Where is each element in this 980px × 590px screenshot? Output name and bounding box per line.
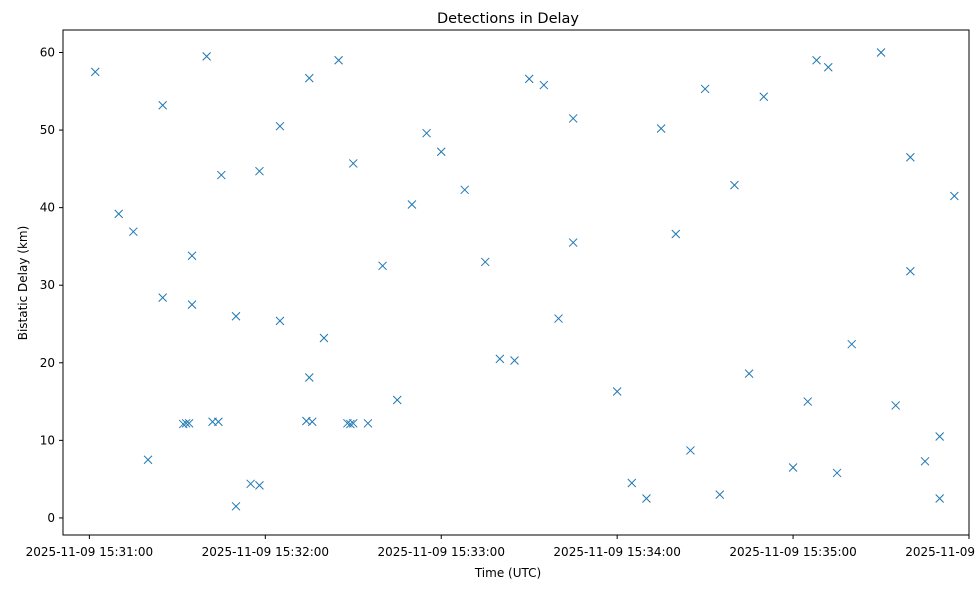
data-point xyxy=(129,227,138,237)
data-point xyxy=(949,191,959,201)
data-point xyxy=(686,446,695,455)
data-markers xyxy=(90,48,959,511)
data-point xyxy=(627,478,637,488)
data-point xyxy=(554,314,563,323)
data-point xyxy=(715,490,725,500)
y-axis-ticks: 0 10 20 30 40 50 60 xyxy=(40,45,63,525)
data-point xyxy=(304,73,314,83)
x-tick-label: 2025-11-09 15:36:00 xyxy=(905,545,980,559)
x-tick-label: 2025-11-09 15:31:00 xyxy=(26,545,153,559)
y-tick-label: 40 xyxy=(40,201,55,215)
data-point xyxy=(255,480,264,490)
x-tick-label: 2025-11-09 15:34:00 xyxy=(553,545,680,559)
data-point xyxy=(158,100,168,110)
data-point xyxy=(345,419,355,429)
data-point xyxy=(304,373,314,382)
data-point xyxy=(255,166,264,176)
data-point xyxy=(744,369,754,379)
y-axis-title: Bistatic Delay (km) xyxy=(16,226,30,341)
data-point xyxy=(181,418,191,428)
data-point xyxy=(876,48,886,57)
data-point xyxy=(422,128,431,138)
y-tick-label: 0 xyxy=(47,511,55,525)
data-point xyxy=(187,300,197,309)
y-tick-label: 60 xyxy=(40,45,55,59)
data-point xyxy=(202,52,212,61)
data-point xyxy=(539,80,549,90)
data-point xyxy=(906,266,915,276)
data-point xyxy=(363,418,373,428)
data-point xyxy=(460,185,470,195)
data-point xyxy=(114,209,124,219)
data-point xyxy=(275,316,285,326)
data-point xyxy=(568,238,578,247)
x-tick-label: 2025-11-09 15:35:00 xyxy=(729,545,856,559)
data-point xyxy=(788,463,798,472)
data-point xyxy=(348,418,358,428)
data-point xyxy=(378,261,387,271)
data-point xyxy=(803,397,813,406)
data-point xyxy=(935,432,945,441)
data-point xyxy=(216,170,226,180)
data-point xyxy=(480,257,490,267)
data-point xyxy=(436,147,446,157)
x-tick-label: 2025-11-09 15:33:00 xyxy=(378,545,505,559)
data-point xyxy=(143,455,153,465)
data-point xyxy=(671,229,681,239)
data-point xyxy=(231,311,241,321)
data-point xyxy=(246,479,256,489)
data-point xyxy=(656,124,666,133)
data-point xyxy=(642,494,651,503)
data-point xyxy=(510,356,519,365)
y-tick-label: 20 xyxy=(40,356,55,370)
x-axis-title: Time (UTC) xyxy=(474,566,541,580)
data-point xyxy=(214,417,223,427)
data-point xyxy=(407,200,417,209)
y-tick-label: 10 xyxy=(40,433,55,447)
data-point xyxy=(231,501,241,511)
data-point xyxy=(90,67,100,77)
data-point xyxy=(906,152,915,162)
data-point xyxy=(334,55,343,65)
data-point xyxy=(700,84,710,94)
data-point xyxy=(847,339,857,349)
data-point xyxy=(823,62,833,72)
data-point xyxy=(891,401,901,410)
data-point xyxy=(612,387,622,396)
data-point xyxy=(275,121,285,131)
x-axis-ticks: 2025-11-09 15:31:00 2025-11-09 15:32:00 20… xyxy=(26,535,980,559)
data-point xyxy=(158,293,168,302)
data-point xyxy=(495,354,505,364)
data-point xyxy=(392,395,402,405)
data-point xyxy=(307,417,317,427)
data-point xyxy=(348,159,358,168)
data-point xyxy=(568,114,578,123)
data-point xyxy=(832,468,842,478)
data-point xyxy=(730,180,739,190)
data-point xyxy=(187,251,197,261)
data-point xyxy=(759,92,769,102)
data-point xyxy=(184,418,194,428)
data-point xyxy=(812,55,821,65)
data-point xyxy=(319,333,329,343)
y-tick-label: 50 xyxy=(40,123,55,137)
x-tick-label: 2025-11-09 15:32:00 xyxy=(202,545,329,559)
chart-title: Detections in Delay xyxy=(437,11,579,27)
data-point xyxy=(920,456,930,466)
data-point xyxy=(935,494,945,503)
data-point xyxy=(524,74,534,84)
y-tick-label: 30 xyxy=(40,278,55,292)
plot-frame xyxy=(62,29,970,536)
